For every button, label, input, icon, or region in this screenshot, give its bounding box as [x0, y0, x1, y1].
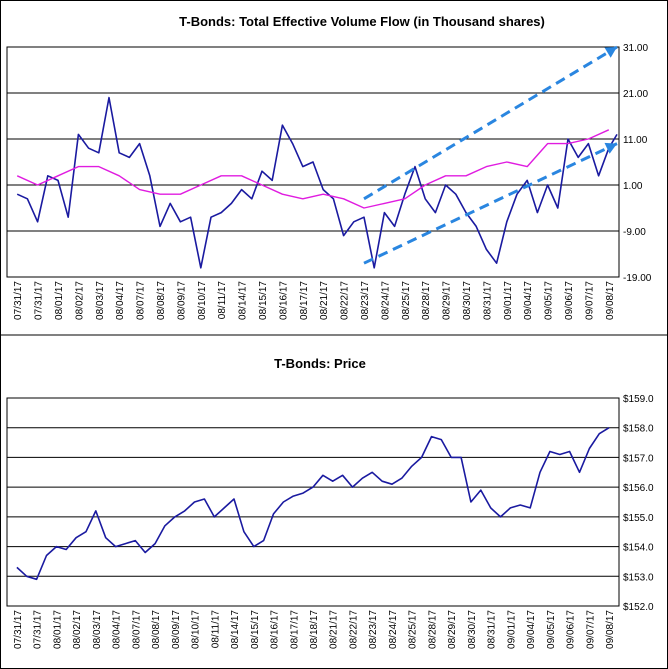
x-tick-label: 07/31/17: [33, 610, 44, 649]
x-tick-label: 08/21/17: [329, 610, 340, 649]
x-tick-label: 08/08/17: [156, 281, 167, 320]
x-tick-label: 07/31/17: [34, 281, 45, 320]
x-tick-label: 08/11/17: [217, 281, 228, 320]
x-tick-label: 08/15/17: [250, 610, 261, 649]
x-tick-label: 08/02/17: [72, 610, 83, 649]
x-tick-label: 08/04/17: [115, 281, 126, 320]
x-tick-label: 08/16/17: [278, 281, 289, 320]
x-tick-label: 08/25/17: [408, 610, 419, 649]
x-tick-label: 08/31/17: [482, 281, 493, 320]
x-tick-label: 08/07/17: [131, 610, 142, 649]
y-tick-label: $156.0: [623, 483, 654, 494]
x-tick-label: 08/14/17: [238, 281, 249, 320]
x-tick-label: 08/15/17: [258, 281, 269, 320]
x-tick-label: 08/22/17: [348, 610, 359, 649]
y-tick-label: -19.00: [623, 273, 652, 284]
x-tick-label: 08/10/17: [191, 610, 202, 649]
x-tick-label: 09/08/17: [605, 610, 616, 649]
x-tick-label: 08/23/17: [368, 610, 379, 649]
x-tick-label: 08/02/17: [74, 281, 85, 320]
y-tick-label: -9.00: [623, 227, 646, 238]
x-tick-label: 08/07/17: [136, 281, 147, 320]
x-tick-label: 08/30/17: [462, 281, 473, 320]
x-tick-label: 08/18/17: [309, 610, 320, 649]
x-tick-label: 07/31/17: [13, 281, 24, 320]
x-tick-label: 09/01/17: [503, 281, 514, 320]
x-tick-label: 09/04/17: [523, 281, 534, 320]
upper-trend-line: [363, 45, 618, 201]
x-tick-label: 08/22/17: [340, 281, 351, 320]
x-tick-label: 09/05/17: [546, 610, 557, 649]
price-panel: T-Bonds: Price $159.0 $158.0 $157.0 $156.0 $…: [6, 356, 654, 649]
y-tick-label: $159.0: [623, 394, 654, 405]
y-tick-label: 1.00: [623, 181, 643, 192]
x-tick-label: 08/23/17: [360, 281, 371, 320]
x-tick-label: 08/16/17: [270, 610, 281, 649]
x-tick-label: 08/21/17: [319, 281, 330, 320]
x-tick-label: 08/03/17: [92, 610, 103, 649]
x-tick-label: 09/05/17: [544, 281, 555, 320]
y-tick-label: $153.0: [623, 572, 654, 583]
x-tick-label: 07/31/17: [13, 610, 24, 649]
y-tick-label: $152.0: [623, 602, 654, 613]
trend-arrowhead: [604, 142, 617, 154]
x-tick-label: 09/06/17: [564, 281, 575, 320]
x-tick-label: 08/09/17: [176, 281, 187, 320]
x-tick-label: 08/17/17: [289, 610, 300, 649]
y-tick-label: $157.0: [623, 453, 654, 464]
x-tick-label: 09/06/17: [566, 610, 577, 649]
x-tick-label: 08/11/17: [210, 610, 221, 649]
x-tick-label: 08/29/17: [447, 610, 458, 649]
x-tick-label: 08/28/17: [427, 610, 438, 649]
x-tick-label: 09/07/17: [585, 610, 596, 649]
lower-trend-line: [363, 142, 618, 265]
volume-flow-line: [16, 96, 618, 269]
y-tick-label: 31.00: [623, 43, 648, 54]
x-tick-label: 08/28/17: [421, 281, 432, 320]
price-plot-area: [6, 397, 620, 607]
x-tick-label: 08/03/17: [95, 281, 106, 320]
moving-average-line: [16, 129, 610, 209]
y-tick-label: $158.0: [623, 424, 654, 435]
x-tick-label: 08/10/17: [197, 281, 208, 320]
price-title: T-Bonds: Price: [274, 356, 366, 371]
x-tick-label: 08/09/17: [171, 610, 182, 649]
x-tick-label: 08/08/17: [151, 610, 162, 649]
x-tick-label: 08/04/17: [112, 610, 123, 649]
y-tick-label: 11.00: [623, 135, 648, 146]
trend-arrowhead: [604, 47, 617, 58]
x-tick-label: 08/01/17: [54, 281, 65, 320]
x-tick-label: 08/24/17: [380, 281, 391, 320]
y-tick-label: $154.0: [623, 543, 654, 554]
x-tick-label: 08/14/17: [230, 610, 241, 649]
x-tick-label: 08/29/17: [442, 281, 453, 320]
x-tick-label: 08/24/17: [388, 610, 399, 649]
volume-flow-panel: T-Bonds: Total Effective Volume Flow (in…: [6, 14, 652, 320]
y-tick-label: 21.00: [623, 89, 648, 100]
volume-flow-title: T-Bonds: Total Effective Volume Flow (in…: [179, 14, 545, 29]
x-tick-label: 09/04/17: [526, 610, 537, 649]
x-tick-label: 09/07/17: [584, 281, 595, 320]
x-tick-label: 08/30/17: [467, 610, 478, 649]
x-tick-label: 09/08/17: [605, 281, 616, 320]
x-tick-label: 09/01/17: [506, 610, 517, 649]
x-tick-label: 08/17/17: [299, 281, 310, 320]
x-tick-label: 08/31/17: [487, 610, 498, 649]
y-tick-label: $155.0: [623, 513, 654, 524]
x-tick-label: 08/25/17: [401, 281, 412, 320]
x-tick-label: 08/01/17: [52, 610, 63, 649]
price-line: [16, 427, 610, 581]
